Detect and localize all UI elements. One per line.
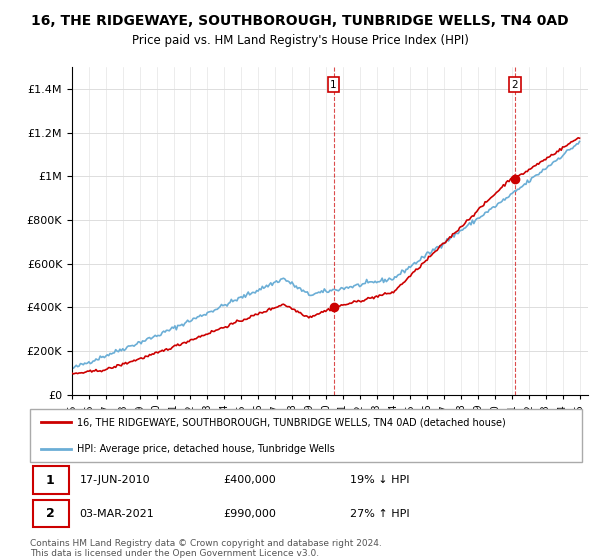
Text: £400,000: £400,000 xyxy=(223,475,276,485)
Text: 2: 2 xyxy=(46,507,55,520)
Text: 1: 1 xyxy=(330,80,337,90)
Text: 03-MAR-2021: 03-MAR-2021 xyxy=(80,509,154,519)
Text: Price paid vs. HM Land Registry's House Price Index (HPI): Price paid vs. HM Land Registry's House … xyxy=(131,34,469,46)
Text: 17-JUN-2010: 17-JUN-2010 xyxy=(80,475,151,485)
Text: £990,000: £990,000 xyxy=(223,509,276,519)
Text: 19% ↓ HPI: 19% ↓ HPI xyxy=(350,475,410,485)
Text: 16, THE RIDGEWAYE, SOUTHBOROUGH, TUNBRIDGE WELLS, TN4 0AD: 16, THE RIDGEWAYE, SOUTHBOROUGH, TUNBRID… xyxy=(31,14,569,28)
FancyBboxPatch shape xyxy=(30,409,582,462)
FancyBboxPatch shape xyxy=(33,500,68,528)
FancyBboxPatch shape xyxy=(33,466,68,494)
Text: HPI: Average price, detached house, Tunbridge Wells: HPI: Average price, detached house, Tunb… xyxy=(77,444,335,454)
Text: 16, THE RIDGEWAYE, SOUTHBOROUGH, TUNBRIDGE WELLS, TN4 0AD (detached house): 16, THE RIDGEWAYE, SOUTHBOROUGH, TUNBRID… xyxy=(77,417,506,427)
Text: 1: 1 xyxy=(46,474,55,487)
Text: Contains HM Land Registry data © Crown copyright and database right 2024.
This d: Contains HM Land Registry data © Crown c… xyxy=(30,539,382,558)
Text: 2: 2 xyxy=(511,80,518,90)
Text: 27% ↑ HPI: 27% ↑ HPI xyxy=(350,509,410,519)
